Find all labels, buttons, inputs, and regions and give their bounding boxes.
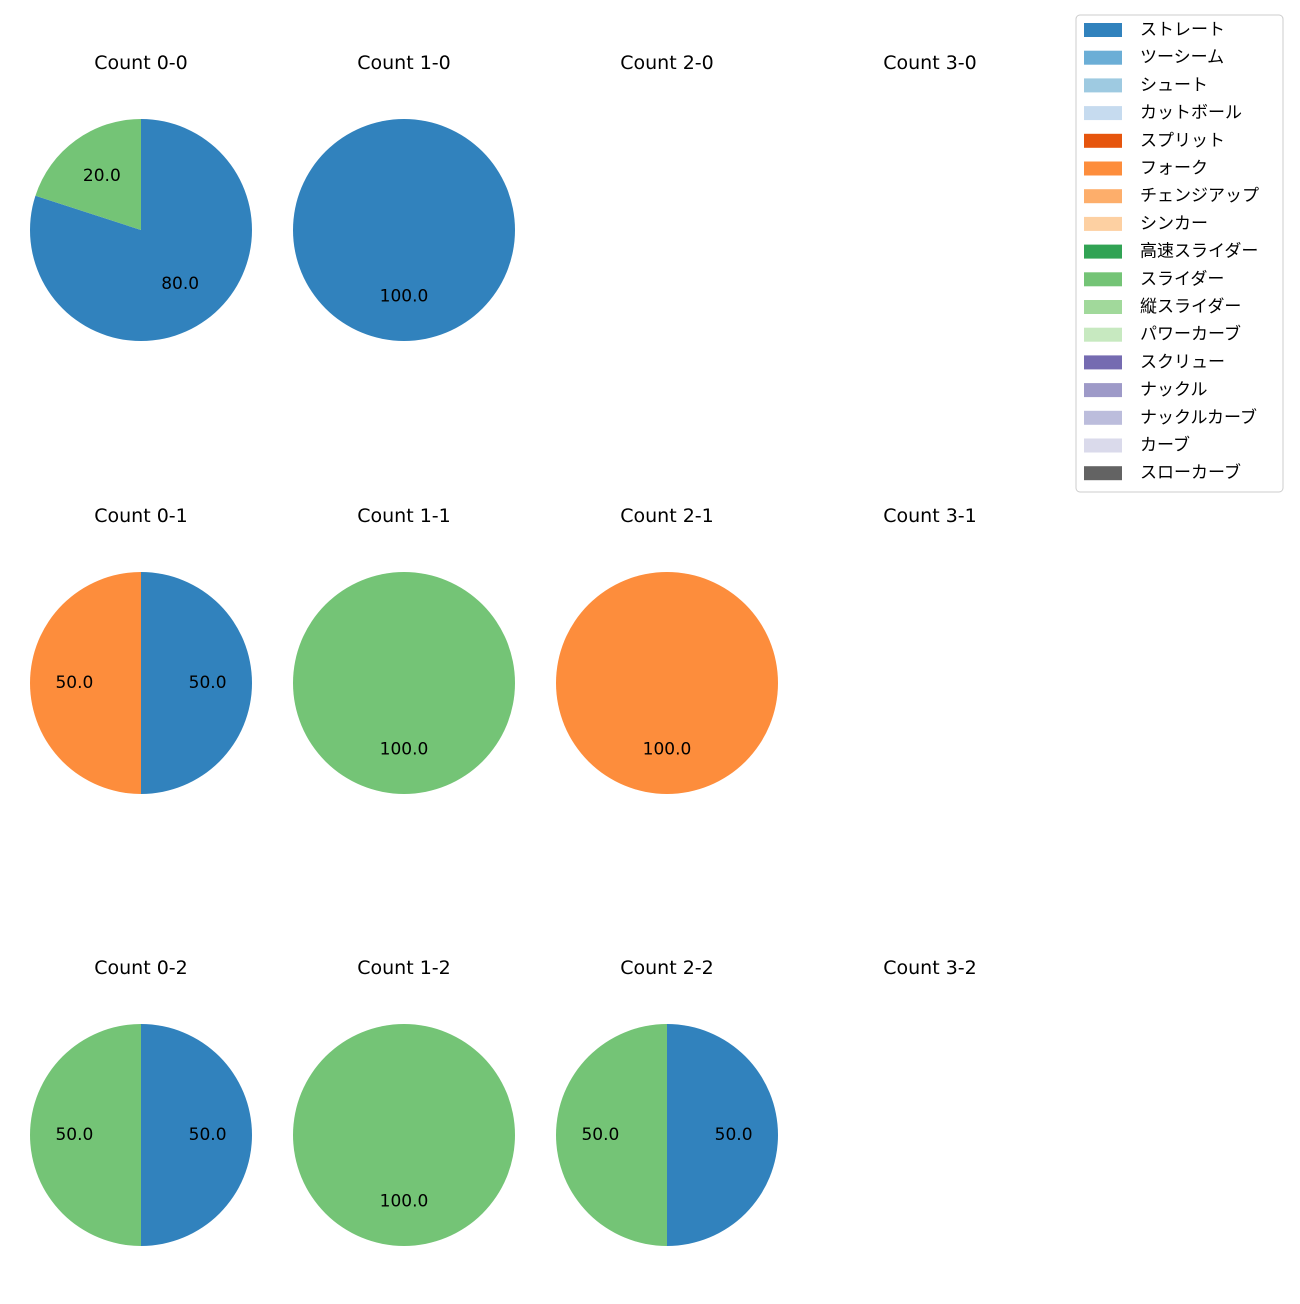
legend-label: 高速スライダー xyxy=(1140,242,1258,262)
legend-swatch xyxy=(1084,272,1122,287)
pie-subplot: Count 3-2 xyxy=(883,957,977,979)
pie-subplot: Count 2-0 xyxy=(620,52,714,74)
pie-subplot: Count 2-2 50.0 50.0 xyxy=(556,957,778,1246)
legend: ストレートツーシームシュートカットボールスプリットフォークチェンジアップシンカー… xyxy=(1075,14,1284,493)
legend-label: シュート xyxy=(1140,75,1208,95)
legend-label: パワーカーブ xyxy=(1140,324,1241,345)
pie-subplot: Count 3-0 xyxy=(883,52,977,74)
pie-slice-label: 50.0 xyxy=(715,1125,753,1145)
legend-label: スライダー xyxy=(1140,269,1224,289)
pie-slice xyxy=(293,572,515,794)
pie-slice-label: 50.0 xyxy=(189,673,227,693)
legend-swatch xyxy=(1084,410,1122,425)
pie-slice-label: 80.0 xyxy=(161,274,199,294)
legend-label: ツーシーム xyxy=(1140,48,1224,68)
pie-subplot: Count 0-1 50.0 50.0 xyxy=(30,505,252,794)
subplot-title: Count 1-1 xyxy=(357,505,451,527)
pie-subplot: Count 1-2 100.0 xyxy=(293,957,515,1246)
pie-subplot: Count 2-1 100.0 xyxy=(556,505,778,794)
pie-slice xyxy=(30,572,141,794)
legend-swatch xyxy=(1084,466,1122,481)
subplot-title: Count 3-0 xyxy=(883,52,977,74)
pie-slice-label: 100.0 xyxy=(380,287,429,307)
pie-subplot: Count 0-0 80.0 20.0 xyxy=(30,52,252,342)
legend-swatch xyxy=(1084,78,1122,93)
pie-slice xyxy=(293,1024,515,1246)
legend-label: 縦スライダー xyxy=(1140,297,1241,317)
pie-slice xyxy=(35,119,142,230)
legend-swatch xyxy=(1084,189,1122,204)
pie-slice xyxy=(141,572,252,794)
subplot-title: Count 0-1 xyxy=(94,505,188,527)
legend-swatch xyxy=(1084,161,1122,176)
legend-frame xyxy=(1075,14,1284,493)
pie-slice xyxy=(293,119,515,341)
pie-slice xyxy=(667,1024,778,1246)
legend-swatch xyxy=(1084,300,1122,314)
pie-slice xyxy=(556,1024,667,1246)
pie-slice xyxy=(30,119,252,342)
pie-subplot: Count 0-2 50.0 50.0 xyxy=(30,957,252,1246)
legend-label: スローカーブ xyxy=(1140,462,1241,483)
legend-label: ナックル xyxy=(1140,380,1208,400)
subplot-title: Count 3-2 xyxy=(883,957,977,979)
legend-swatch xyxy=(1084,244,1122,259)
pie-slice xyxy=(141,1024,252,1246)
legend-label: シンカー xyxy=(1140,214,1208,234)
legend-swatch xyxy=(1084,327,1122,342)
pie-slice-label: 100.0 xyxy=(643,740,692,760)
subplot-title: Count 2-2 xyxy=(620,957,714,979)
legend-label: ストレート xyxy=(1140,20,1225,40)
pie-slice-label: 50.0 xyxy=(55,673,93,693)
pie-slice-label: 50.0 xyxy=(189,1125,227,1145)
subplot-title: Count 0-2 xyxy=(94,957,188,979)
pie-slice-label: 50.0 xyxy=(581,1125,619,1145)
legend-label: カットボール xyxy=(1140,103,1242,123)
legend-swatch xyxy=(1084,50,1122,65)
legend-label: チェンジアップ xyxy=(1140,186,1259,206)
legend-swatch xyxy=(1084,216,1122,231)
legend-swatch xyxy=(1084,438,1122,453)
pie-slice-label: 100.0 xyxy=(380,1192,429,1212)
subplot-title: Count 1-0 xyxy=(357,52,451,74)
legend-label: カーブ xyxy=(1140,435,1190,456)
pie-slice-label: 20.0 xyxy=(83,166,121,186)
subplot-title: Count 3-1 xyxy=(883,505,977,527)
pie-slice-label: 100.0 xyxy=(380,740,429,760)
legend-label: ナックルカーブ xyxy=(1140,407,1257,428)
pie-slice xyxy=(556,572,778,794)
pie-slice-label: 50.0 xyxy=(55,1125,93,1145)
pie-subplot: Count 1-1 100.0 xyxy=(293,505,515,794)
pie-slice xyxy=(30,1024,141,1246)
legend-swatch xyxy=(1084,355,1122,370)
subplot-title: Count 2-0 xyxy=(620,52,714,74)
legend-swatch xyxy=(1084,23,1122,37)
subplot-title: Count 0-0 xyxy=(94,52,188,74)
subplot-title: Count 2-1 xyxy=(620,505,714,527)
pie-subplot: Count 3-1 xyxy=(883,505,977,527)
legend-swatch xyxy=(1084,133,1122,148)
legend-label: フォーク xyxy=(1140,159,1208,179)
pie-subplot: Count 1-0 100.0 xyxy=(293,52,515,341)
legend-label: スクリュー xyxy=(1140,352,1225,372)
legend-label: スプリット xyxy=(1140,131,1225,151)
legend-swatch xyxy=(1084,106,1122,121)
subplot-title: Count 1-2 xyxy=(357,957,451,979)
legend-swatch xyxy=(1084,383,1122,398)
